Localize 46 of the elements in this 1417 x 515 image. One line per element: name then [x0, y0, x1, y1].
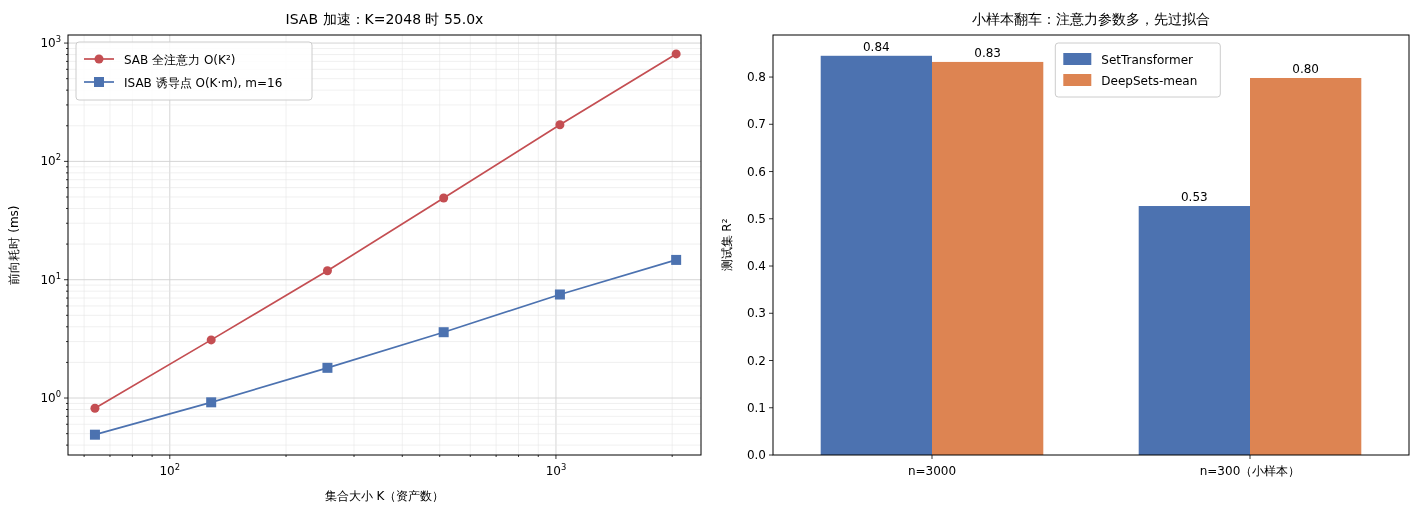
point — [90, 403, 100, 413]
legend-label: SAB 全注意力 O(K²) — [124, 52, 236, 67]
point — [438, 327, 449, 338]
y-tick-label: 0.1 — [746, 400, 766, 415]
y-tick-label: 10$^{1}$ — [40, 270, 61, 287]
legend-label: DeepSets-mean — [1101, 73, 1198, 88]
y-tick-label: 0.7 — [746, 117, 766, 132]
legend-label: SetTransformer — [1101, 52, 1194, 67]
y-tick-label: 0.2 — [746, 353, 766, 368]
bar — [1138, 206, 1250, 455]
y-tick-label: 0.0 — [746, 448, 766, 462]
bar — [932, 61, 1044, 455]
y-axis-title: 前向耗时 (ms) — [7, 205, 21, 285]
data-label: 0.53 — [1180, 190, 1208, 205]
bar — [820, 55, 932, 455]
point — [555, 120, 565, 130]
y-tick-label: 0.5 — [746, 211, 766, 226]
point — [322, 362, 333, 373]
y-tick-label: 10$^{2}$ — [40, 152, 61, 169]
point — [554, 289, 565, 300]
data-label: 0.84 — [862, 39, 890, 54]
point — [671, 49, 681, 59]
point — [206, 397, 217, 408]
data-label: 0.83 — [974, 45, 1002, 60]
point — [206, 335, 216, 345]
y-tick-label: 0.6 — [746, 164, 766, 179]
point — [439, 193, 449, 203]
point — [89, 429, 100, 440]
y-tick-label: 10$^{3}$ — [40, 34, 61, 51]
x-tick-label: 10$^{3}$ — [545, 462, 567, 478]
y-tick-label: 0.8 — [746, 70, 766, 85]
y-tick-label: 0.4 — [746, 259, 766, 274]
data-label: 0.80 — [1292, 61, 1320, 76]
y-axis-title: 测试集 R² — [720, 218, 734, 272]
x-tick-label: 10$^{2}$ — [159, 462, 181, 478]
x-axis-title: 集合大小 K（资产数） — [324, 489, 445, 503]
bar — [1250, 77, 1362, 455]
point — [671, 254, 682, 265]
legend-label: ISAB 诱导点 O(K·m), m=16 — [124, 75, 283, 90]
x-tick-label: n=300（小样本） — [1199, 464, 1301, 478]
chart-title: ISAB 加速：K=2048 时 55.0x — [285, 11, 484, 27]
point — [322, 266, 332, 276]
chart-title: 小样本翻车：注意力参数多，先过拟合 — [972, 11, 1210, 27]
x-tick-label: n=3000 — [907, 464, 957, 478]
y-tick-label: 10$^{0}$ — [40, 389, 61, 406]
y-tick-label: 0.3 — [746, 306, 766, 321]
